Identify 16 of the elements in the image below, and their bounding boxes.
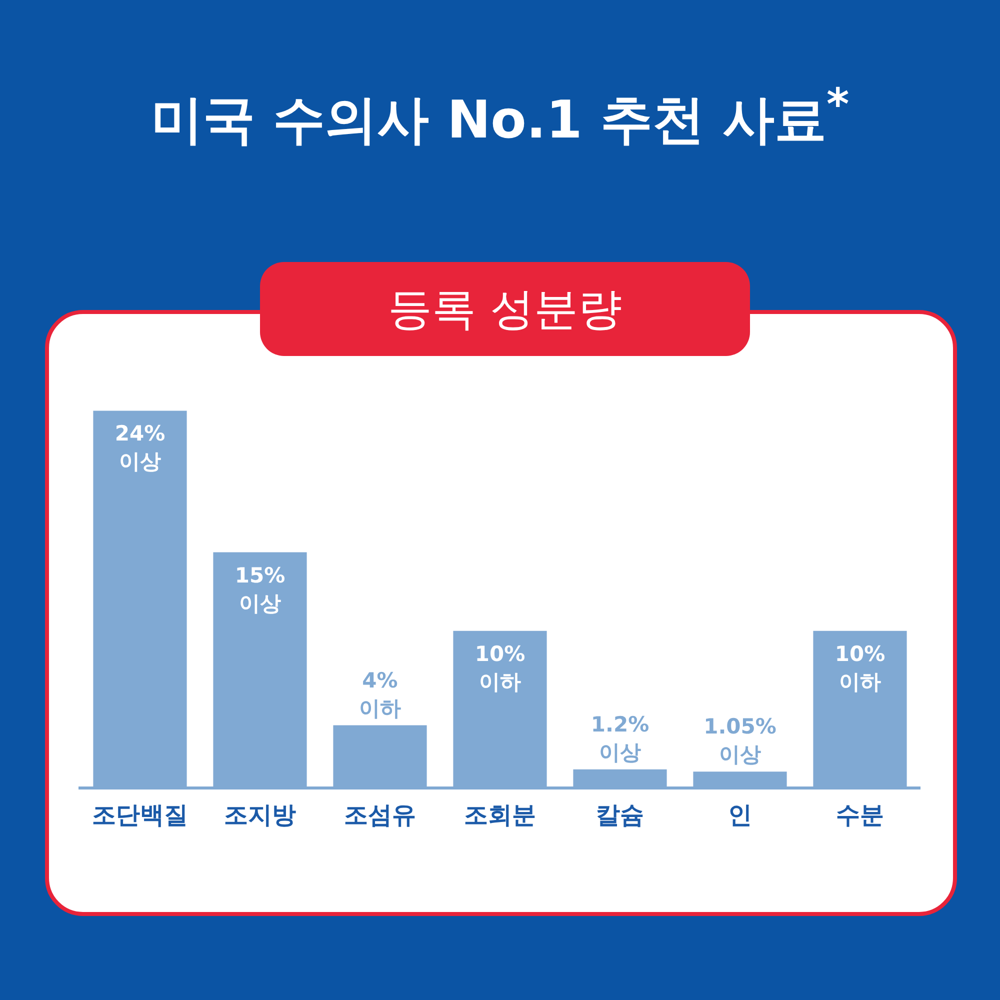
x-tick-label: 수분 [836, 800, 884, 829]
x-tick-label: 칼슘 [596, 800, 644, 829]
x-tick-label: 조회분 [464, 800, 536, 829]
x-tick-label: 인 [728, 800, 752, 829]
chart-subtitle: 등록 성분량 [260, 262, 750, 356]
data-label: 4% 이하 [359, 668, 401, 720]
data-label: 1.05% 이상 [704, 714, 776, 767]
data-label: 24% 이상 [114, 422, 166, 474]
chart-title: 미국 수의사 No.1 추천 사료$^{*}$ [150, 80, 850, 152]
data-label: 10% 이하 [834, 642, 886, 694]
x-tick-label: 조지방 [224, 800, 296, 829]
data-label: 1.2% 이상 [590, 712, 650, 764]
x-tick-label: 조섬유 [344, 800, 416, 829]
data-label: 10% 이하 [474, 642, 526, 694]
x-tick-label: 조단백질 [92, 800, 188, 829]
data-label: 15% 이상 [234, 563, 286, 616]
